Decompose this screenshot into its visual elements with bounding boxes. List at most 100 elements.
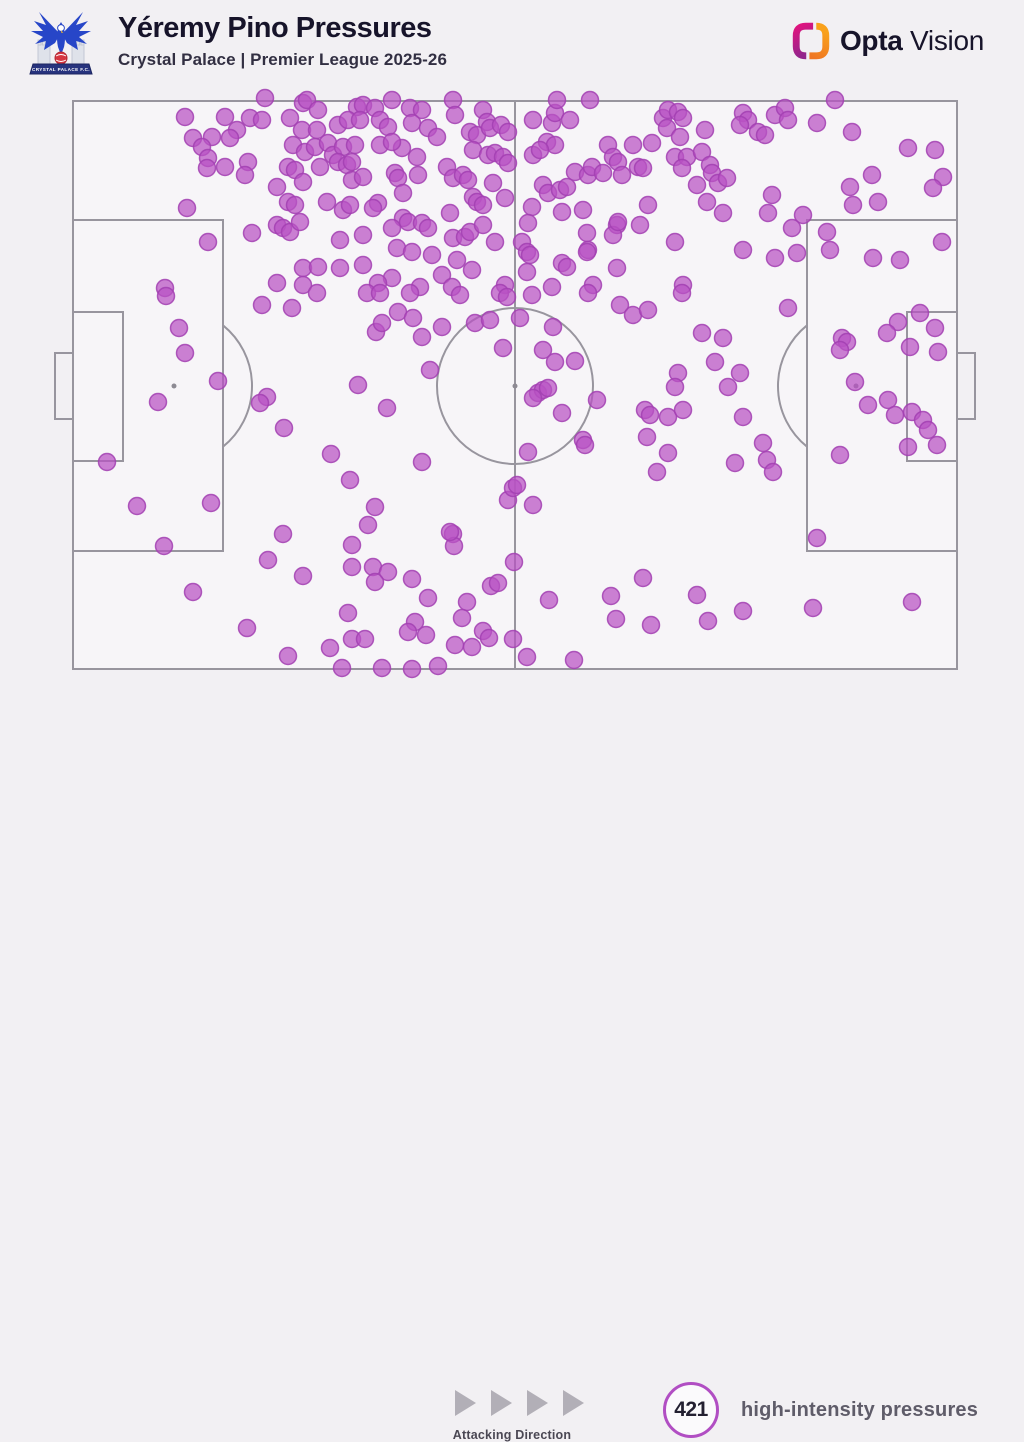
pressure-dot — [407, 147, 427, 167]
pressure-dot — [606, 609, 626, 629]
pressure-dot — [523, 495, 543, 515]
pressure-dot — [845, 372, 865, 392]
opta-vision-logo: Opta Vision — [792, 22, 984, 60]
pressure-dot — [440, 522, 460, 542]
left-goal — [54, 352, 74, 420]
pressure-dot — [457, 592, 477, 612]
stat-label: high-intensity pressures — [741, 1398, 979, 1421]
pressure-dot — [717, 168, 737, 188]
pressure-dot — [503, 629, 523, 649]
pressure-dot — [705, 352, 725, 372]
pressure-dot — [443, 90, 463, 110]
pressure-dot — [483, 173, 503, 193]
pressure-dot — [623, 135, 643, 155]
pressure-dot — [778, 298, 798, 318]
pressure-dot — [573, 200, 593, 220]
pressure-dot — [198, 232, 218, 252]
pressure-dot — [293, 566, 313, 586]
arrow-right-icon — [455, 1390, 476, 1416]
pressure-dot — [97, 452, 117, 472]
pressure-dot — [842, 122, 862, 142]
pressure-dot — [208, 371, 228, 391]
pressure-dot — [382, 132, 402, 152]
pressure-dot — [387, 238, 407, 258]
pressure-dot — [267, 273, 287, 293]
right-penalty-arc — [777, 324, 808, 448]
pressure-dot — [633, 158, 653, 178]
pressure-dot — [432, 317, 452, 337]
page-title: Yéremy Pino Pressures — [118, 12, 432, 44]
pressure-dot — [215, 157, 235, 177]
pressure-dot — [317, 192, 337, 212]
pressure-dot — [687, 585, 707, 605]
pressure-dot — [520, 245, 540, 265]
pressure-dot — [695, 120, 715, 140]
pressure-dot — [518, 442, 538, 462]
pressure-dot — [637, 427, 657, 447]
pressure-dot — [169, 318, 189, 338]
pressure-dot — [452, 608, 472, 628]
pressure-dot — [778, 110, 798, 130]
pitch-svg — [54, 88, 976, 679]
pressure-dot — [378, 117, 398, 137]
pressure-dot — [898, 437, 918, 457]
stat-summary: 421 high-intensity pressures — [663, 1382, 978, 1438]
pressure-dot — [713, 203, 733, 223]
pressure-dot — [539, 590, 559, 610]
pressure-dot — [308, 257, 328, 277]
pressure-dot — [498, 122, 518, 142]
pressure-dot — [285, 195, 305, 215]
pressure-dot — [348, 375, 368, 395]
pressure-dot — [201, 493, 221, 513]
pressure-dot — [377, 398, 397, 418]
pressure-dot — [807, 528, 827, 548]
pressure-dot — [608, 212, 628, 232]
center-spot — [512, 383, 518, 389]
pressure-dot — [258, 550, 278, 570]
pressure-dot — [197, 158, 217, 178]
pressure-dot — [612, 165, 632, 185]
pressure-dot — [412, 100, 432, 120]
pressure-dot — [450, 285, 470, 305]
pressure-dot — [398, 622, 418, 642]
pressure-dot — [547, 90, 567, 110]
pressure-dot — [365, 497, 385, 517]
pressure-dot — [557, 177, 577, 197]
pressure-dot — [545, 352, 565, 372]
pressure-dot — [552, 403, 572, 423]
pressure-dot — [593, 163, 613, 183]
pressure-dot — [393, 183, 413, 203]
pressure-dot — [330, 258, 350, 278]
pressure-dot — [479, 628, 499, 648]
pressure-dot — [220, 128, 240, 148]
pressure-dot — [687, 175, 707, 195]
pressure-dot — [843, 195, 863, 215]
pressure-dot — [507, 475, 527, 495]
arrow-right-icon — [491, 1390, 512, 1416]
pressure-dot — [350, 110, 370, 130]
pressure-dot — [923, 178, 943, 198]
pressure-dot — [267, 177, 287, 197]
pressure-dot — [898, 138, 918, 158]
pressure-dot — [868, 192, 888, 212]
pressure-dot — [493, 338, 513, 358]
pressure-dot — [793, 205, 813, 225]
pressure-dot — [665, 232, 685, 252]
pressure-dot — [672, 283, 692, 303]
pressure-dot — [274, 418, 294, 438]
pressure-dot — [422, 245, 442, 265]
pressure-dot — [517, 647, 537, 667]
pressure-dot — [878, 390, 898, 410]
pressure-dot — [858, 395, 878, 415]
pressure-dot — [758, 203, 778, 223]
pressure-dot — [733, 601, 753, 621]
pressure-dot — [427, 127, 447, 147]
pressure-dot — [782, 218, 802, 238]
pressure-dot — [910, 303, 930, 323]
pressure-dot — [403, 308, 423, 328]
pressure-dot — [175, 343, 195, 363]
pressure-dot — [342, 557, 362, 577]
pressure-dot — [485, 232, 505, 252]
pressure-dot — [565, 351, 585, 371]
pressure-dot — [607, 258, 627, 278]
